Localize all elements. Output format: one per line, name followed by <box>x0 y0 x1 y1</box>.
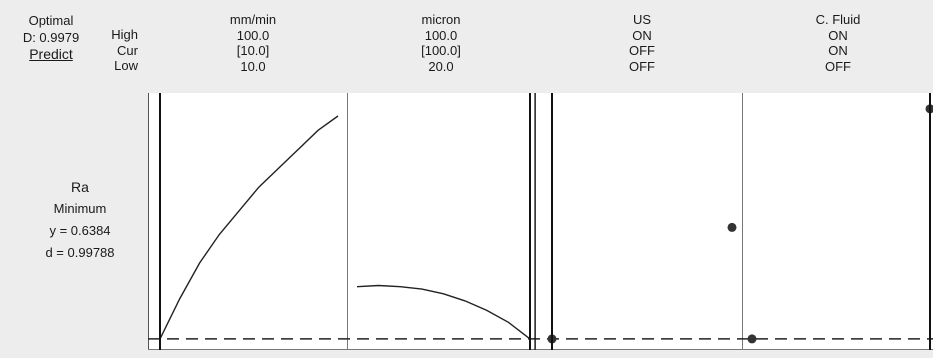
factor-name: mm/min <box>229 12 277 27</box>
factor-header-mm-min: mm/min 100.0 [10.0] 10.0 <box>159 12 347 74</box>
high-label: High <box>111 27 138 42</box>
factor-header-us: US ON OFF OFF <box>548 12 736 74</box>
factor-cur[interactable]: [100.0] <box>421 43 461 58</box>
factor-low: OFF <box>629 58 655 74</box>
factor-low: 10.0 <box>240 58 266 74</box>
factor-cur[interactable]: ON <box>828 43 848 58</box>
row-labels: High Cur Low <box>100 27 138 74</box>
response-name: Ra <box>71 179 89 195</box>
response-curve-1 <box>356 284 531 340</box>
response-y: y = 0.6384 <box>49 223 111 238</box>
factor-header-micron: micron 100.0 [100.0] 20.0 <box>347 12 535 74</box>
factor-high: ON <box>828 27 848 43</box>
low-label: Low <box>114 58 138 73</box>
plot-background <box>148 93 933 350</box>
level-point-off <box>747 334 757 344</box>
factor-name: C. Fluid <box>815 12 861 27</box>
response-d: d = 0.99788 <box>45 245 115 260</box>
factor-high: ON <box>632 27 652 43</box>
cur-label: Cur <box>117 42 138 58</box>
factor-name: US <box>632 12 652 27</box>
predict-link[interactable]: Predict <box>29 46 73 62</box>
desirability-value: D: 0.9979 <box>22 30 80 45</box>
factor-name: micron <box>421 12 461 27</box>
response-goal: Minimum <box>53 201 107 216</box>
factor-high: 100.0 <box>236 27 270 43</box>
level-point-on <box>727 222 737 232</box>
factor-cur[interactable]: OFF <box>629 43 655 58</box>
optimal-title: Optimal <box>28 13 74 28</box>
optimizer-summary: Optimal D: 0.9979 Predict <box>6 12 96 63</box>
factor-low: 20.0 <box>428 58 454 74</box>
factor-header-c-fluid: C. Fluid ON ON OFF <box>744 12 932 74</box>
factor-cur[interactable]: [10.0] <box>236 43 270 58</box>
response-curve-0 <box>159 115 339 340</box>
response-summary: Ra Minimum y = 0.6384 d = 0.99788 <box>30 176 130 264</box>
factor-high: 100.0 <box>424 27 458 43</box>
factor-low: OFF <box>825 58 851 74</box>
